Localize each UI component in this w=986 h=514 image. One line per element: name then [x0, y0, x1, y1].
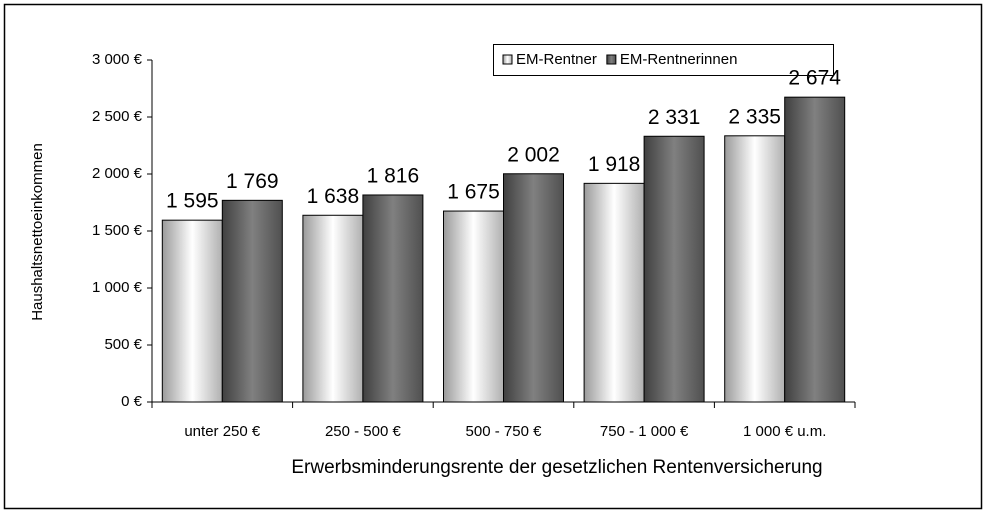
- y-tick-label: 3 000 €: [92, 51, 143, 68]
- x-tick-label: 250 - 500 €: [325, 423, 402, 440]
- x-tick-label: unter 250 €: [184, 423, 261, 440]
- y-tick-label: 1 000 €: [92, 279, 143, 296]
- value-label: 2 002: [507, 143, 560, 166]
- bar: [161, 219, 223, 403]
- bar: [503, 173, 564, 403]
- value-label: 2 331: [648, 106, 701, 129]
- y-tick-label: 0 €: [121, 393, 143, 410]
- y-tick-label: 2 000 €: [92, 165, 143, 182]
- y-tick-label: 2 500 €: [92, 108, 143, 125]
- bar: [784, 96, 846, 403]
- legend-label: EM-Rentnerinnen: [620, 51, 738, 68]
- value-label: 1 675: [447, 181, 500, 204]
- value-label: 1 816: [367, 165, 420, 188]
- value-label: 2 674: [788, 67, 841, 90]
- y-tick-label: 1 500 €: [92, 222, 143, 239]
- bar: [724, 135, 786, 403]
- x-axis-title: Erwerbsminderungsrente der gesetzlichen …: [291, 457, 822, 478]
- y-axis-title: Haushaltsnettoeinkommen: [29, 143, 46, 321]
- bar: [643, 135, 705, 403]
- bar: [583, 182, 645, 403]
- x-tick-label: 750 - 1 000 €: [600, 423, 689, 440]
- bar: [362, 194, 424, 403]
- legend-swatch: [502, 54, 513, 65]
- legend-box: [493, 44, 834, 76]
- legend-swatch: [606, 54, 617, 65]
- value-label: 1 638: [307, 185, 360, 208]
- value-label: 1 918: [588, 153, 641, 176]
- value-label: 2 335: [728, 105, 781, 128]
- legend-label: EM-Rentner: [516, 51, 597, 68]
- bar: [221, 199, 283, 403]
- x-tick-label: 500 - 750 €: [466, 423, 543, 440]
- bar: [443, 210, 504, 403]
- bar: [302, 214, 364, 403]
- value-label: 1 769: [226, 170, 279, 193]
- value-label: 1 595: [166, 190, 219, 213]
- x-tick-label: 1 000 € u.m.: [743, 423, 826, 440]
- y-tick-label: 500 €: [104, 336, 142, 353]
